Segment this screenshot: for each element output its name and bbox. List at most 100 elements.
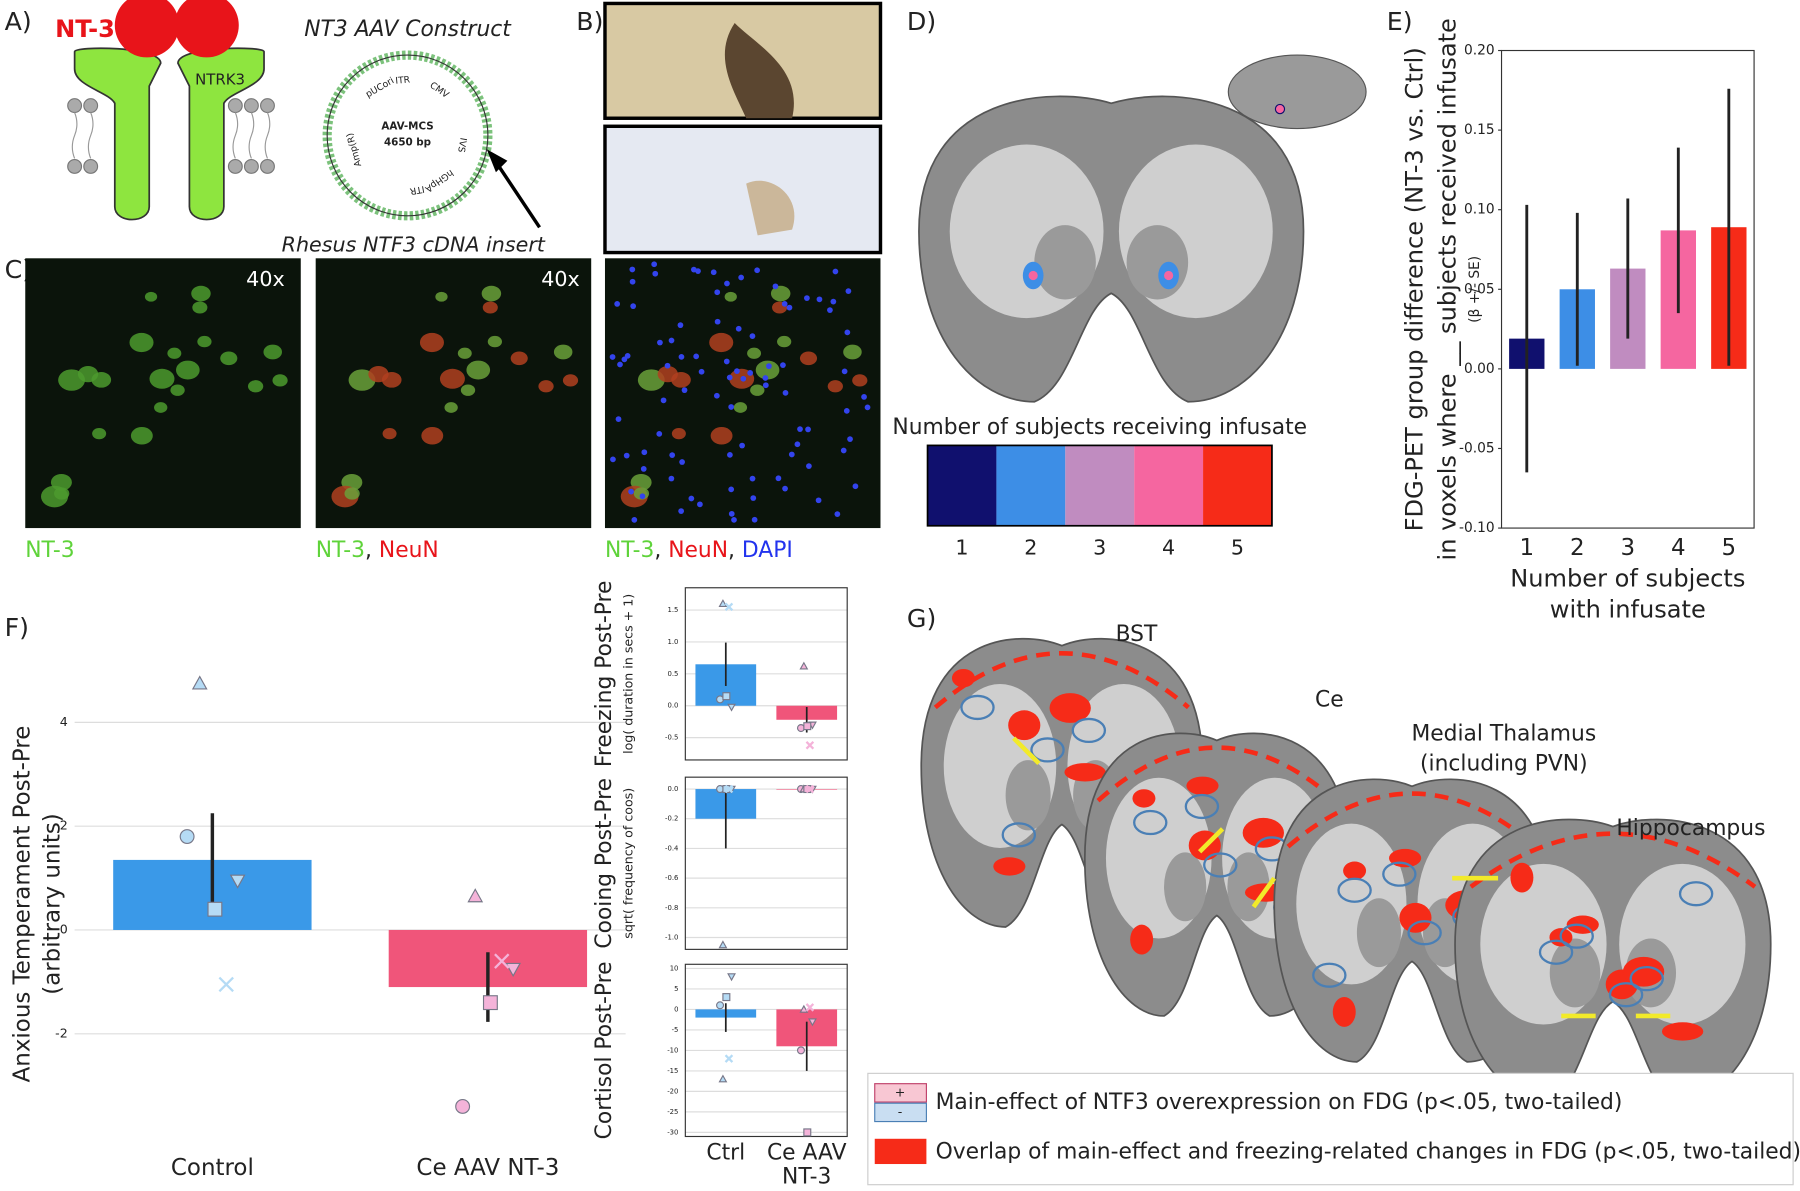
cell [709,332,734,353]
magnification: 40x [246,267,285,291]
nucleus [830,298,837,305]
legend-text: Overlap of main-effect and freezing-rela… [936,1140,1800,1165]
stain [724,22,794,119]
cell [755,360,780,380]
nucleus [749,333,756,339]
y-tick-label: -1.0 [665,933,678,941]
negative-contour [1559,923,1594,949]
y-tick-label: 0.20 [1464,43,1495,59]
y-tick-label: 0 [60,921,68,936]
receptor-left [73,47,162,221]
colorbar-swatch [1065,445,1135,526]
cell [54,487,70,500]
cell [553,344,573,360]
legend-swatch-overlap [874,1138,927,1165]
point [718,599,728,608]
y-tick-label: 10 [670,964,679,972]
nucleus [728,404,735,410]
nucleus [840,447,847,454]
negative-contour [1382,861,1417,887]
point [455,1098,471,1114]
nucleus [623,452,630,459]
nucleus [740,375,747,382]
nucleus [678,353,685,360]
nucleus [786,304,793,311]
nucleus [762,375,769,381]
deep-structure [1356,898,1401,968]
caption: NT-3 [25,538,74,563]
cell [671,428,686,440]
negative-contour [960,694,995,721]
cell [197,335,212,348]
x-tick-label: 3 [1621,535,1636,561]
insert-label: Rhesus NTF3 cDNA insert [282,233,546,257]
lipid-tail [248,112,255,159]
y-axis-label: Cortisol Post-Pre [592,961,617,1139]
point [229,874,246,889]
cell [750,384,765,396]
overlap-region [1049,693,1091,723]
lipid-tail [264,112,271,159]
deep-structure [1164,852,1207,922]
overlap-region [1332,997,1356,1027]
negative-contour [1407,920,1442,946]
y-tick-label: 1.5 [668,606,679,614]
nucleus [782,390,789,396]
y-tick-label: 4 [60,714,68,729]
cell [167,347,182,359]
nucleus [806,463,812,469]
nucleus [735,325,742,332]
y-tick-label: 0.15 [1464,122,1495,138]
plasmid-name: AAV-MCS [381,120,433,132]
point [467,888,484,903]
point [218,976,234,993]
x-tick-label: Control [171,1155,254,1181]
caption-part: NT-3 [25,538,74,563]
nucleus [724,280,730,287]
histology-image [603,124,883,255]
lipid-head [83,98,99,114]
region-label: Ce [1315,687,1344,712]
point [805,741,815,750]
legend-swatch-minus [874,1102,927,1123]
point [799,661,809,670]
cell [421,427,444,445]
nucleus [844,329,851,336]
overlap-region [1343,861,1367,880]
deep-structure [1126,225,1189,300]
cell [710,427,733,445]
point [494,953,510,969]
point [716,1001,725,1010]
captions: NT-3 NT-3, NeuN NT-3, NeuN, DAPI [25,538,793,563]
y-axis-label: Anxious Temperament Post-Pre [9,726,35,1083]
cell [439,368,465,389]
lipid-head [227,158,243,174]
nucleus [679,459,685,465]
x-tick-label: Ce AAV NT-3 [416,1155,559,1181]
caption: NT-3, NeuN [316,538,439,563]
nucleus [780,362,786,369]
nucleus [695,268,701,275]
construct-title: NT3 AAV Construct [304,17,512,42]
overlap-region [1399,902,1432,933]
nucleus [628,488,634,495]
y-tick-label: 0.10 [1464,202,1495,218]
colorbar-label: 1 [955,536,968,560]
nucleus [723,358,730,365]
panel-label: E) [1387,7,1413,36]
nucleus [805,426,811,433]
nucleus [698,368,705,375]
nucleus [657,339,663,346]
y-axis-label: Cooing Post-Pre [592,778,617,949]
nucleus [847,436,853,443]
cortex-edge [1286,791,1538,849]
y-tick-label: -2 [55,1025,68,1040]
caption-part: , [728,538,742,563]
negative-contour [1001,822,1037,848]
overlap-region [1622,956,1665,987]
overlap-region [1661,1022,1704,1041]
nucleus [734,368,740,375]
sagittal-brain [1227,54,1367,130]
